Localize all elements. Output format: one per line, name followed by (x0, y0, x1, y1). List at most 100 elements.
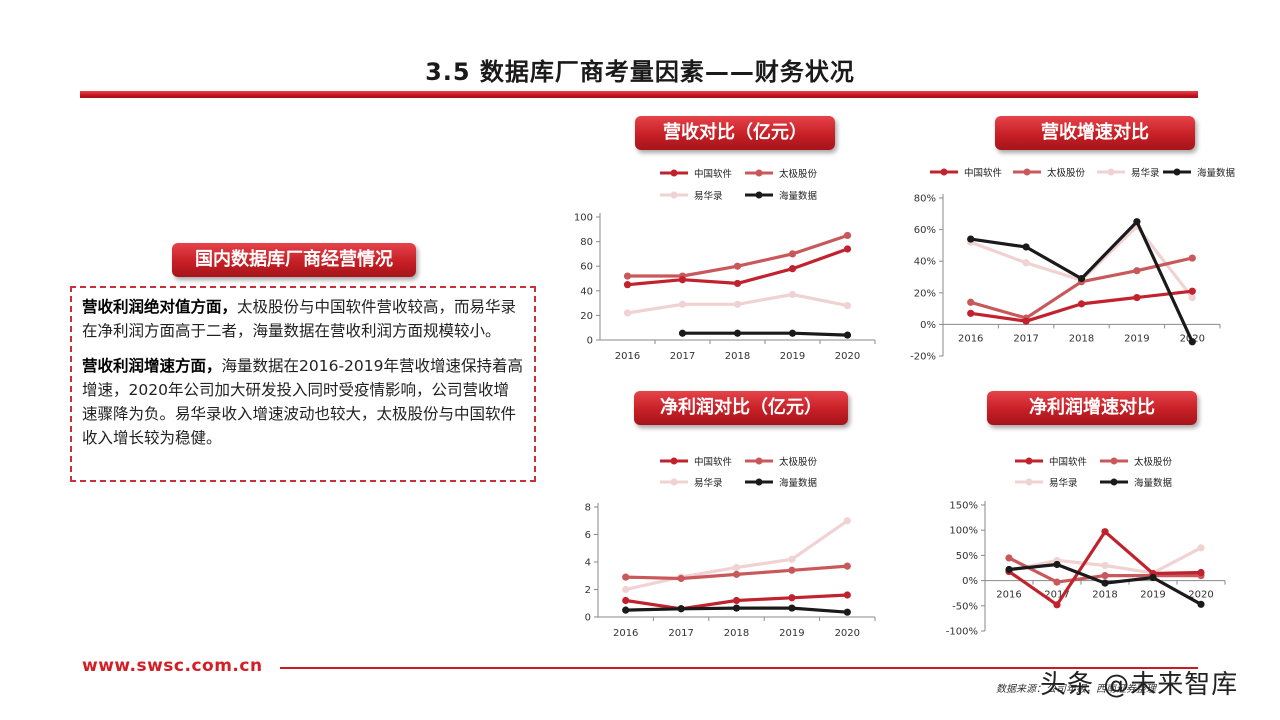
data-point (622, 596, 630, 605)
series-海量数据 (622, 604, 851, 616)
data-point (788, 604, 796, 612)
data-point (1133, 293, 1141, 302)
data-point (843, 562, 851, 570)
data-point (1133, 218, 1141, 226)
data-point (1005, 565, 1013, 574)
legend-swatch-marker (1023, 168, 1031, 176)
data-point (1077, 300, 1086, 308)
data-point (843, 245, 852, 253)
y-tick-label: 60 (580, 262, 593, 273)
data-point (1188, 254, 1196, 262)
footer-url[interactable]: www.swsc.com.cn (82, 656, 263, 676)
data-point (1022, 243, 1030, 251)
data-point (1101, 579, 1109, 587)
legend-swatch-marker (670, 169, 678, 177)
data-point (843, 608, 851, 616)
y-tick-label: 150% (949, 501, 978, 512)
data-point (1005, 554, 1013, 562)
legend-label: 海量数据 (779, 190, 818, 202)
y-tick-label: 40 (580, 286, 593, 297)
legend-swatch-marker (1110, 457, 1118, 465)
data-point (1188, 338, 1196, 346)
legend-label: 中国软件 (1049, 456, 1088, 468)
data-point (678, 329, 687, 337)
series-易华录 (967, 222, 1196, 302)
x-tick-label: 2018 (724, 628, 749, 639)
y-tick-label: -20% (910, 352, 936, 363)
x-tick-label: 2017 (1044, 590, 1069, 601)
legend-label: 易华录 (694, 190, 723, 202)
data-point (678, 276, 687, 284)
chart-title-net-profit: 净利润对比（亿元） (634, 391, 848, 425)
legend-item: 太极股份 (1100, 456, 1173, 468)
legend-label: 太极股份 (779, 456, 818, 468)
x-tick-label: 2019 (779, 628, 804, 639)
legend-item: 易华录 (1015, 477, 1078, 489)
legend-item: 太极股份 (745, 168, 818, 180)
y-tick-label: 80% (914, 194, 936, 205)
y-tick-label: 8 (585, 503, 591, 514)
x-tick-label: 2016 (613, 628, 638, 639)
x-tick-label: 2016 (615, 351, 640, 362)
data-point (1101, 571, 1109, 580)
legend-label: 易华录 (1049, 477, 1078, 489)
data-point (788, 594, 796, 602)
legend-item: 易华录 (660, 190, 723, 202)
series-中国软件 (623, 245, 852, 289)
data-point (622, 606, 630, 614)
title-underline (80, 91, 1198, 98)
data-point (733, 300, 742, 308)
data-point (967, 298, 975, 306)
paragraph-1-lead: 营收利润绝对值方面， (82, 298, 238, 316)
data-point (843, 517, 851, 525)
data-point (1077, 274, 1086, 283)
legend-label: 太极股份 (1047, 167, 1086, 179)
data-point (1101, 528, 1109, 536)
panel-heading: 国内数据库厂商经营情况 (172, 243, 416, 277)
y-tick-label: 100% (949, 526, 978, 537)
data-point (622, 585, 630, 594)
data-point (732, 596, 741, 605)
series-line (970, 224, 1194, 299)
legend-item: 中国软件 (1015, 456, 1088, 468)
y-tick-label: 0 (587, 336, 593, 347)
series-中国软件 (967, 287, 1196, 325)
legend-item: 中国软件 (660, 168, 733, 180)
legend-swatch-marker (670, 478, 678, 486)
data-point (788, 329, 797, 337)
data-point (1101, 561, 1109, 570)
legend-item: 海量数据 (1100, 477, 1173, 489)
legend-swatch-marker (1107, 168, 1115, 176)
paragraph-2-lead: 营收利润增速方面， (82, 357, 222, 375)
revenue-growth-chart: 中国软件 太极股份 易华录 海量数据 -20% 0% 20% 40% 60% 80% 2016 201… (910, 167, 1235, 363)
legend-label: 易华录 (1131, 167, 1160, 179)
data-point (967, 235, 975, 243)
data-point (623, 272, 632, 280)
legend-label: 太极股份 (779, 168, 818, 180)
legend-item: 中国软件 (660, 456, 733, 468)
x-tick-label: 2017 (1013, 333, 1038, 344)
data-point (1197, 544, 1205, 552)
x-tick-label: 2016 (996, 590, 1021, 601)
y-tick-label: 20 (580, 311, 593, 322)
data-point (622, 573, 630, 581)
y-tick-label: 0% (920, 320, 936, 331)
data-point (677, 605, 685, 613)
legend-item: 太极股份 (745, 456, 818, 468)
x-tick-label: 2019 (780, 351, 805, 362)
data-point (1197, 568, 1205, 577)
legend-label: 易华录 (694, 477, 723, 489)
x-tick-label: 2019 (1140, 590, 1165, 601)
series-太极股份 (967, 254, 1196, 322)
legend-item: 海量数据 (745, 477, 818, 489)
y-tick-label: -50% (952, 601, 978, 612)
y-tick-label: 80 (580, 237, 593, 248)
y-tick-label: 50% (956, 551, 978, 562)
legend-label: 海量数据 (779, 477, 818, 489)
data-point (843, 331, 852, 339)
legend-label: 海量数据 (1197, 167, 1235, 179)
legend-item: 太极股份 (1013, 167, 1086, 179)
x-tick-label: 2020 (1188, 590, 1213, 601)
paragraph-2-body: 海量数据在2016-2019年营收增速保持着高增速，2020年公司加大研发投入同… (82, 357, 524, 447)
